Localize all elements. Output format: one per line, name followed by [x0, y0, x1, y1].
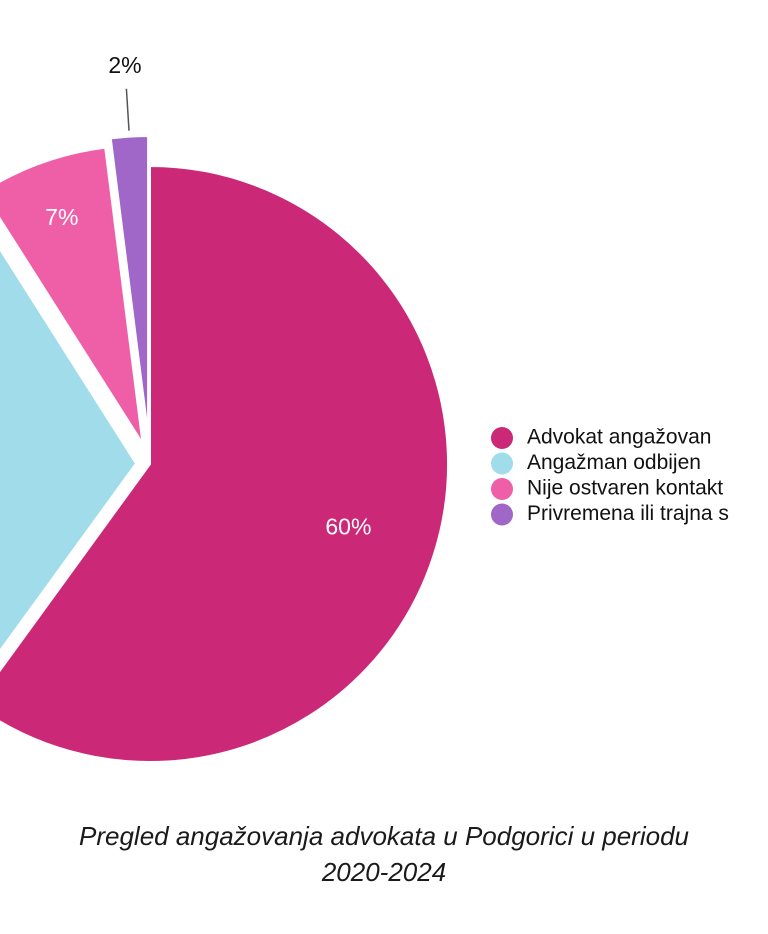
- pie-slice-privremena-ili-trajna-s: [109, 135, 150, 435]
- legend-marker-advokat-anga-ovan: [491, 427, 513, 449]
- pie-slice-nije-ostvaren-kontakt: [0, 146, 144, 444]
- leader-line-privremena-ili-trajna-s: [125, 88, 130, 131]
- legend-marker-privremena-ili-trajna-s: [491, 503, 513, 526]
- slice-label-advokat-anga-ovan: 60%: [325, 514, 371, 540]
- caption-line-1: Pregled angažovanja advokata u Podgorici…: [79, 821, 689, 851]
- legend-marker-anga-man-odbijen: [491, 452, 513, 475]
- legend-label-anga-man-odbijen: Angažman odbijen: [527, 451, 701, 474]
- caption-line-2: 2020-2024: [321, 857, 447, 887]
- legend-label-privremena-ili-trajna-s: Privremena ili trajna s: [527, 502, 729, 525]
- pie-slice-anga-man-odbijen: [0, 247, 138, 653]
- legend-marker-nije-ostvaren-kontakt: [491, 478, 513, 500]
- chart-caption: Pregled angažovanja advokata u Podgorici…: [0, 818, 768, 890]
- pie-slice-advokat-anga-ovan: [0, 164, 449, 763]
- slice-label-privremena-ili-trajna-s: 2%: [108, 52, 141, 78]
- legend-label-advokat-anga-ovan: Advokat angažovan: [527, 426, 711, 449]
- slice-label-nije-ostvaren-kontakt: 7%: [45, 204, 78, 230]
- legend-label-nije-ostvaren-kontakt: Nije ostvaren kontakt: [527, 477, 723, 500]
